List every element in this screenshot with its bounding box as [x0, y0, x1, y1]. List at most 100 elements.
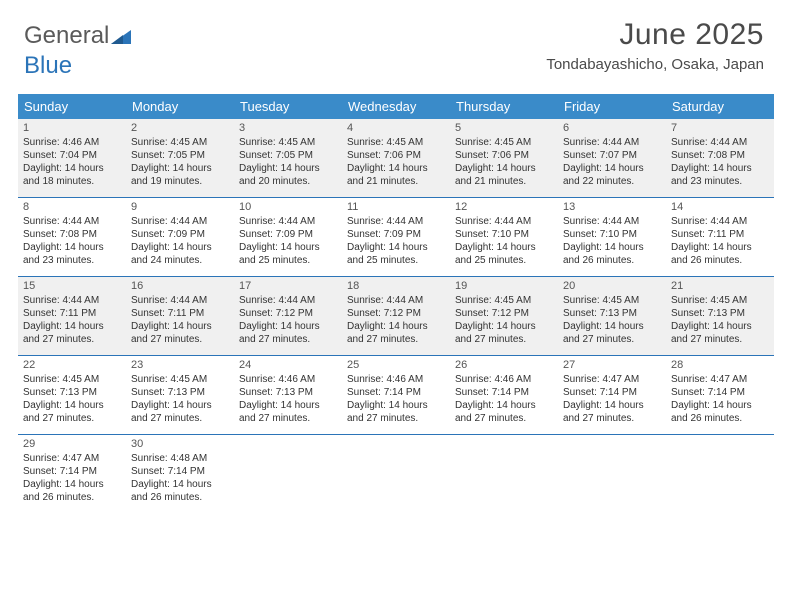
sunrise-line: Sunrise: 4:46 AM: [455, 373, 553, 386]
calendar-day: 2Sunrise: 4:45 AMSunset: 7:05 PMDaylight…: [126, 119, 234, 197]
sunset-line: Sunset: 7:09 PM: [347, 228, 445, 241]
daylight-line: Daylight: 14 hours and 27 minutes.: [347, 399, 445, 425]
calendar-grid: SundayMondayTuesdayWednesdayThursdayFrid…: [18, 94, 774, 513]
daylight-line: Daylight: 14 hours and 21 minutes.: [455, 162, 553, 188]
sunset-line: Sunset: 7:07 PM: [563, 149, 661, 162]
day-number: 18: [347, 280, 445, 292]
sunset-line: Sunset: 7:14 PM: [131, 465, 229, 478]
sunset-line: Sunset: 7:05 PM: [239, 149, 337, 162]
day-number: 15: [23, 280, 121, 292]
sunset-line: Sunset: 7:08 PM: [23, 228, 121, 241]
sunset-line: Sunset: 7:13 PM: [23, 386, 121, 399]
calendar-day: 14Sunrise: 4:44 AMSunset: 7:11 PMDayligh…: [666, 198, 774, 276]
day-number: 21: [671, 280, 769, 292]
day-number: 23: [131, 359, 229, 371]
sunrise-line: Sunrise: 4:44 AM: [563, 215, 661, 228]
day-number: 4: [347, 122, 445, 134]
daylight-line: Daylight: 14 hours and 27 minutes.: [23, 320, 121, 346]
calendar-day: 7 Sunrise: 4:44 AMSunset: 7:08 PMDaylight…: [666, 119, 774, 197]
day-number: 16: [131, 280, 229, 292]
calendar-day: 23Sunrise: 4:45 AMSunset: 7:13 PMDayligh…: [126, 356, 234, 434]
calendar-week: 1Sunrise: 4:46 AMSunset: 7:04 PMDaylight…: [18, 119, 774, 198]
daylight-line: Daylight: 14 hours and 26 minutes.: [23, 478, 121, 504]
location-subtitle: Tondabayashicho, Osaka, Japan: [546, 56, 764, 73]
sunrise-line: Sunrise: 4:44 AM: [347, 294, 445, 307]
sunrise-line: Sunrise: 4:47 AM: [671, 373, 769, 386]
sunset-line: Sunset: 7:14 PM: [23, 465, 121, 478]
sunrise-line: Sunrise: 4:47 AM: [23, 452, 121, 465]
sunrise-line: Sunrise: 4:46 AM: [239, 373, 337, 386]
sunrise-line: Sunrise: 4:44 AM: [671, 215, 769, 228]
sunset-line: Sunset: 7:11 PM: [23, 307, 121, 320]
calendar-day: 4Sunrise: 4:45 AMSunset: 7:06 PMDaylight…: [342, 119, 450, 197]
sunset-line: Sunset: 7:06 PM: [347, 149, 445, 162]
sunrise-line: Sunrise: 4:45 AM: [455, 294, 553, 307]
daylight-line: Daylight: 14 hours and 26 minutes.: [563, 241, 661, 267]
day-number: 11: [347, 201, 445, 213]
sunrise-line: Sunrise: 4:45 AM: [347, 136, 445, 149]
calendar-day: 26Sunrise: 4:46 AMSunset: 7:14 PMDayligh…: [450, 356, 558, 434]
daylight-line: Daylight: 14 hours and 26 minutes.: [131, 478, 229, 504]
sunrise-line: Sunrise: 4:44 AM: [131, 294, 229, 307]
logo-text-general: General: [24, 22, 109, 49]
weekday-header: Monday: [126, 94, 234, 119]
daylight-line: Daylight: 14 hours and 27 minutes.: [563, 399, 661, 425]
day-number: 6: [563, 122, 661, 134]
sunrise-line: Sunrise: 4:44 AM: [455, 215, 553, 228]
sunrise-line: Sunrise: 4:44 AM: [23, 294, 121, 307]
calendar-day-empty: [666, 435, 774, 513]
day-number: 3: [239, 122, 337, 134]
daylight-line: Daylight: 14 hours and 23 minutes.: [23, 241, 121, 267]
sunrise-line: Sunrise: 4:46 AM: [23, 136, 121, 149]
day-number: 5: [455, 122, 553, 134]
calendar-day: 10Sunrise: 4:44 AMSunset: 7:09 PMDayligh…: [234, 198, 342, 276]
day-number: 17: [239, 280, 337, 292]
calendar-day: 3Sunrise: 4:45 AMSunset: 7:05 PMDaylight…: [234, 119, 342, 197]
logo-sail-icon: [111, 24, 133, 52]
weekday-header: Wednesday: [342, 94, 450, 119]
day-number: 7: [671, 122, 769, 134]
weekday-header-row: SundayMondayTuesdayWednesdayThursdayFrid…: [18, 94, 774, 119]
day-number: 24: [239, 359, 337, 371]
sunset-line: Sunset: 7:12 PM: [347, 307, 445, 320]
sunset-line: Sunset: 7:11 PM: [671, 228, 769, 241]
sunset-line: Sunset: 7:12 PM: [239, 307, 337, 320]
weekday-header: Saturday: [666, 94, 774, 119]
calendar-day: 9Sunrise: 4:44 AMSunset: 7:09 PMDaylight…: [126, 198, 234, 276]
daylight-line: Daylight: 14 hours and 27 minutes.: [131, 320, 229, 346]
calendar-day: 12Sunrise: 4:44 AMSunset: 7:10 PMDayligh…: [450, 198, 558, 276]
daylight-line: Daylight: 14 hours and 26 minutes.: [671, 399, 769, 425]
sunset-line: Sunset: 7:11 PM: [131, 307, 229, 320]
calendar-day: 20Sunrise: 4:45 AMSunset: 7:13 PMDayligh…: [558, 277, 666, 355]
calendar-day: 25Sunrise: 4:46 AMSunset: 7:14 PMDayligh…: [342, 356, 450, 434]
sunset-line: Sunset: 7:13 PM: [239, 386, 337, 399]
sunset-line: Sunset: 7:08 PM: [671, 149, 769, 162]
calendar-day: 13Sunrise: 4:44 AMSunset: 7:10 PMDayligh…: [558, 198, 666, 276]
daylight-line: Daylight: 14 hours and 23 minutes.: [671, 162, 769, 188]
logo-text-blue: Blue: [24, 52, 72, 79]
sunrise-line: Sunrise: 4:44 AM: [671, 136, 769, 149]
day-number: 27: [563, 359, 661, 371]
day-number: 26: [455, 359, 553, 371]
daylight-line: Daylight: 14 hours and 22 minutes.: [563, 162, 661, 188]
sunrise-line: Sunrise: 4:44 AM: [131, 215, 229, 228]
sunrise-line: Sunrise: 4:48 AM: [131, 452, 229, 465]
calendar-day: 29Sunrise: 4:47 AMSunset: 7:14 PMDayligh…: [18, 435, 126, 513]
sunset-line: Sunset: 7:13 PM: [563, 307, 661, 320]
sunrise-line: Sunrise: 4:45 AM: [455, 136, 553, 149]
sunrise-line: Sunrise: 4:45 AM: [131, 373, 229, 386]
daylight-line: Daylight: 14 hours and 27 minutes.: [455, 399, 553, 425]
weekday-header: Sunday: [18, 94, 126, 119]
sunrise-line: Sunrise: 4:44 AM: [563, 136, 661, 149]
calendar-day-empty: [234, 435, 342, 513]
day-number: 25: [347, 359, 445, 371]
sunset-line: Sunset: 7:09 PM: [239, 228, 337, 241]
daylight-line: Daylight: 14 hours and 25 minutes.: [455, 241, 553, 267]
day-number: 9: [131, 201, 229, 213]
daylight-line: Daylight: 14 hours and 20 minutes.: [239, 162, 337, 188]
sunrise-line: Sunrise: 4:45 AM: [23, 373, 121, 386]
weekday-header: Tuesday: [234, 94, 342, 119]
daylight-line: Daylight: 14 hours and 27 minutes.: [347, 320, 445, 346]
sunset-line: Sunset: 7:10 PM: [563, 228, 661, 241]
weekday-header: Thursday: [450, 94, 558, 119]
